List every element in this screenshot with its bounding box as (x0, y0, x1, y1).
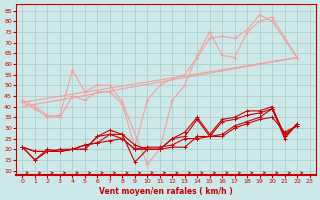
X-axis label: Vent moyen/en rafales ( km/h ): Vent moyen/en rafales ( km/h ) (99, 187, 233, 196)
